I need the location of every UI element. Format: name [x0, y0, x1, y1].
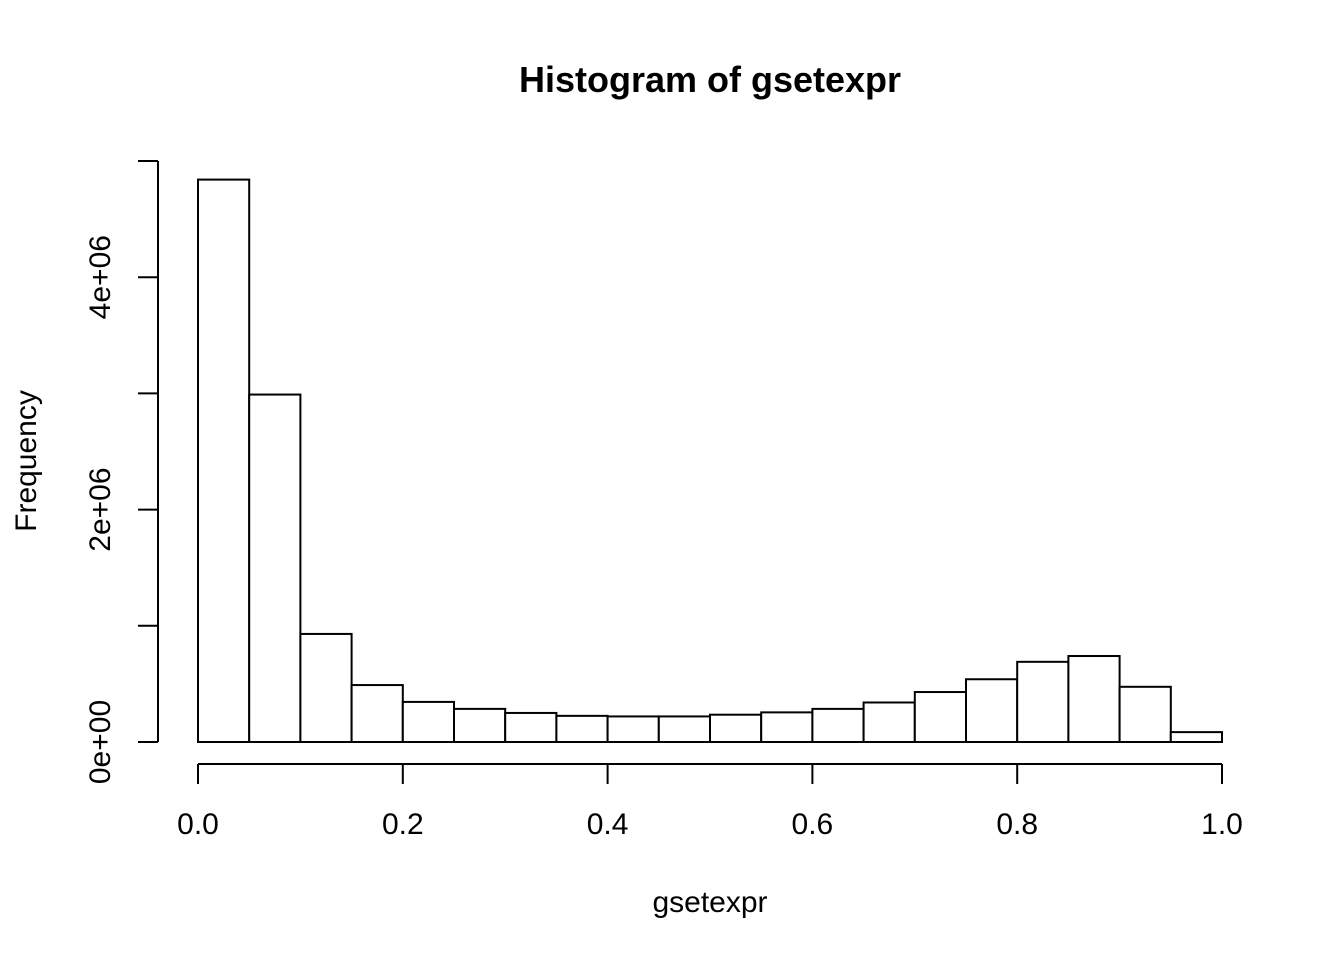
- histogram-bar: [555, 714, 609, 743]
- histogram-bar: [504, 711, 558, 744]
- x-tick-label: 0.2: [382, 808, 424, 841]
- chart-title: Histogram of gsetexpr: [519, 59, 901, 100]
- histogram-bar: [709, 713, 763, 743]
- histogram-bar: [1067, 655, 1121, 744]
- histogram-bar: [760, 711, 814, 744]
- histogram-bar: [350, 684, 404, 744]
- histogram-bar: [811, 707, 865, 743]
- y-tick-label: 0e+00: [84, 700, 117, 784]
- histogram-bar: [248, 393, 302, 743]
- histogram-bar: [965, 678, 1019, 744]
- y-axis-label: Frequency: [10, 390, 43, 532]
- histogram-bar: [299, 632, 353, 744]
- histogram-bar: [657, 715, 711, 743]
- x-tick-label: 0.4: [587, 808, 629, 841]
- histogram-bar: [1169, 731, 1224, 743]
- x-tick-label: 0.0: [177, 808, 219, 841]
- histogram-bar: [862, 701, 916, 744]
- histogram-bar: [1016, 660, 1070, 744]
- x-axis: 0.0 0.2 0.4 0.6 0.8 1.0: [177, 763, 1243, 841]
- y-tick-label: 2e+06: [84, 467, 117, 551]
- histogram-bar: [606, 715, 660, 743]
- y-axis: 0e+00 2e+06 4e+06: [84, 160, 159, 784]
- histogram-bar: [1118, 685, 1172, 743]
- histogram-bar: [197, 178, 251, 744]
- histogram-bar: [913, 691, 967, 743]
- histogram-bar: [453, 707, 507, 743]
- x-tick-label: 1.0: [1201, 808, 1243, 841]
- bars-group: [197, 178, 1224, 744]
- y-tick-label: 4e+06: [84, 235, 117, 319]
- histogram-bar: [401, 700, 455, 744]
- x-tick-label: 0.6: [792, 808, 834, 841]
- x-axis-label: gsetexpr: [652, 886, 767, 919]
- x-tick-label: 0.8: [996, 808, 1038, 841]
